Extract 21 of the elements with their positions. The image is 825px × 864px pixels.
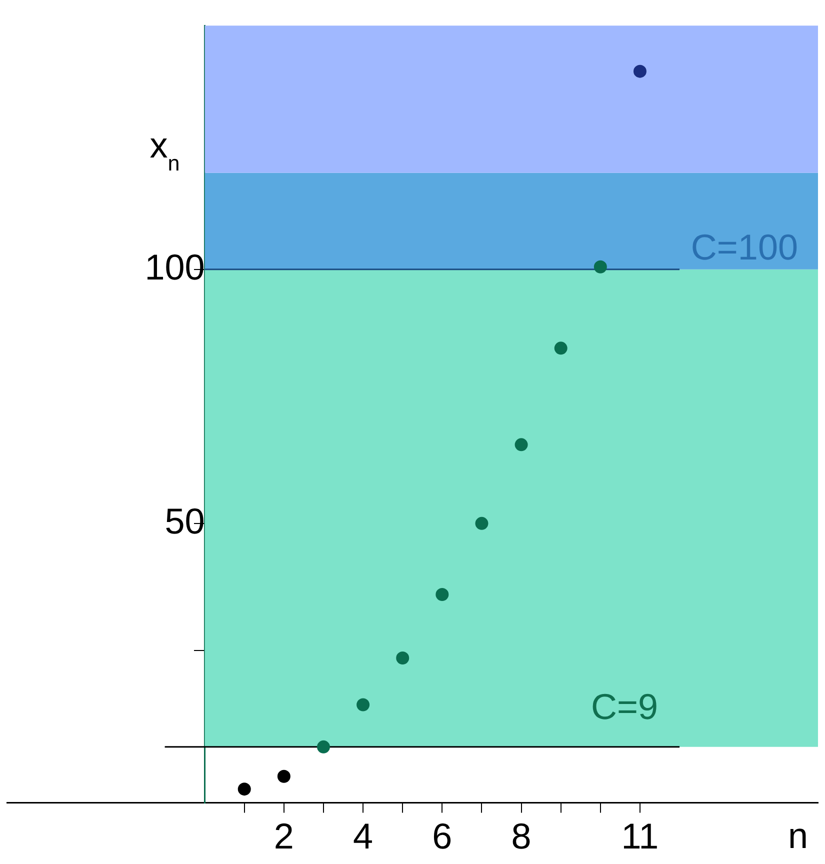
point bbox=[514, 438, 528, 452]
x-tick-label: 11 bbox=[621, 815, 659, 856]
band-label: C=100 bbox=[690, 226, 798, 268]
y-tick-label: 50 bbox=[164, 500, 205, 542]
point bbox=[277, 770, 290, 783]
point bbox=[238, 782, 251, 796]
x-tick-label: 4 bbox=[353, 815, 374, 856]
point bbox=[316, 740, 330, 754]
x-tick-label: 2 bbox=[274, 815, 294, 856]
y-tick-label: 100 bbox=[144, 246, 205, 288]
band-label: C=9 bbox=[590, 686, 658, 727]
point bbox=[475, 516, 488, 530]
x-tick-label: 8 bbox=[511, 815, 532, 856]
x-axis-title: n bbox=[788, 814, 808, 856]
point bbox=[396, 652, 410, 665]
point bbox=[356, 698, 370, 712]
point bbox=[436, 588, 449, 602]
point bbox=[633, 64, 646, 78]
x-tick-label: 6 bbox=[432, 815, 452, 856]
point bbox=[594, 260, 607, 274]
point bbox=[554, 342, 568, 355]
